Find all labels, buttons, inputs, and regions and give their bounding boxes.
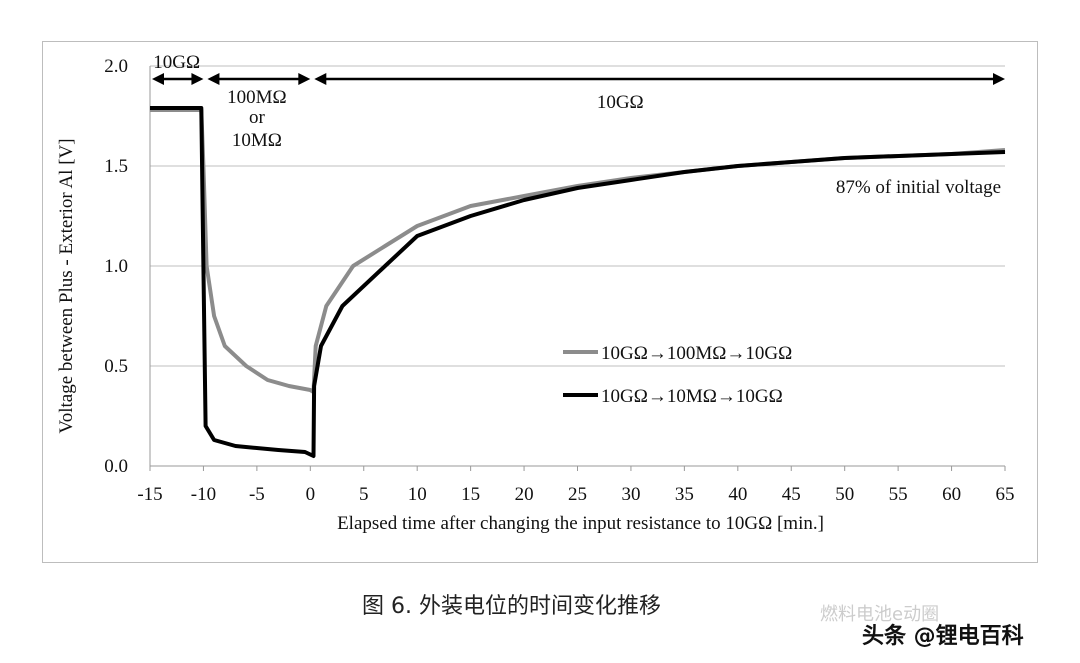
x-tick-label: 45 [782, 484, 801, 505]
x-axis-label: Elapsed time after changing the input re… [337, 513, 824, 534]
y-tick-label: 1.0 [104, 256, 128, 277]
x-tick-label: 50 [835, 484, 854, 505]
phase3-arrow-head-right [993, 73, 1005, 85]
x-tick-label: -15 [137, 484, 162, 505]
x-tick-label: 65 [996, 484, 1015, 505]
y-axis-label: Voltage between Plus - Exterior Al [V] [56, 138, 77, 433]
phase2-arrow-head-left [207, 73, 220, 85]
series-line-2 [150, 106, 1006, 458]
x-tick-label: 10 [408, 484, 427, 505]
series-line-1 [150, 108, 1006, 394]
legend-label-1: 10GΩ→100MΩ→10GΩ [601, 343, 792, 364]
x-tick-label: 55 [889, 484, 908, 505]
x-tick-label: 5 [359, 484, 369, 505]
watermark-top: 燃料电池e动圈 [820, 604, 940, 625]
phase2-label-line1: 100MΩ [227, 87, 287, 108]
x-tick-label: -10 [191, 484, 216, 505]
y-tick-label: 2.0 [104, 56, 128, 77]
phase3-arrow-head-left [314, 73, 327, 85]
figure-caption: 图 6. 外装电位的时间变化推移 [362, 594, 661, 619]
x-tick-label: 30 [621, 484, 640, 505]
x-tick-label: 20 [515, 484, 534, 505]
legend-label-2: 10GΩ→10MΩ→10GΩ [601, 386, 783, 407]
voltage-note: 87% of initial voltage [836, 177, 1001, 198]
x-tick-label: -5 [249, 484, 265, 505]
x-tick-label: 35 [675, 484, 694, 505]
phase2-arrow-head-right [298, 73, 311, 85]
phase1-arrow-head-left [152, 73, 164, 85]
phase1-arrow-head-right [191, 73, 204, 85]
x-tick-label: 60 [942, 484, 961, 505]
x-tick-label: 0 [306, 484, 316, 505]
phase1-label: 10GΩ [153, 52, 200, 73]
y-tick-label: 1.5 [104, 156, 128, 177]
phase2-label-line3: 10MΩ [232, 130, 282, 151]
y-tick-label: 0.5 [104, 356, 128, 377]
chart-frame [42, 41, 1038, 563]
x-tick-label: 25 [568, 484, 587, 505]
phase3-label: 10GΩ [597, 92, 644, 113]
x-tick-label: 40 [728, 484, 747, 505]
watermark-bottom: 头条 @锂电百科 [862, 624, 1024, 649]
phase2-label-line2: or [249, 107, 266, 128]
y-tick-label: 0.0 [104, 456, 128, 477]
x-tick-label: 15 [461, 484, 480, 505]
